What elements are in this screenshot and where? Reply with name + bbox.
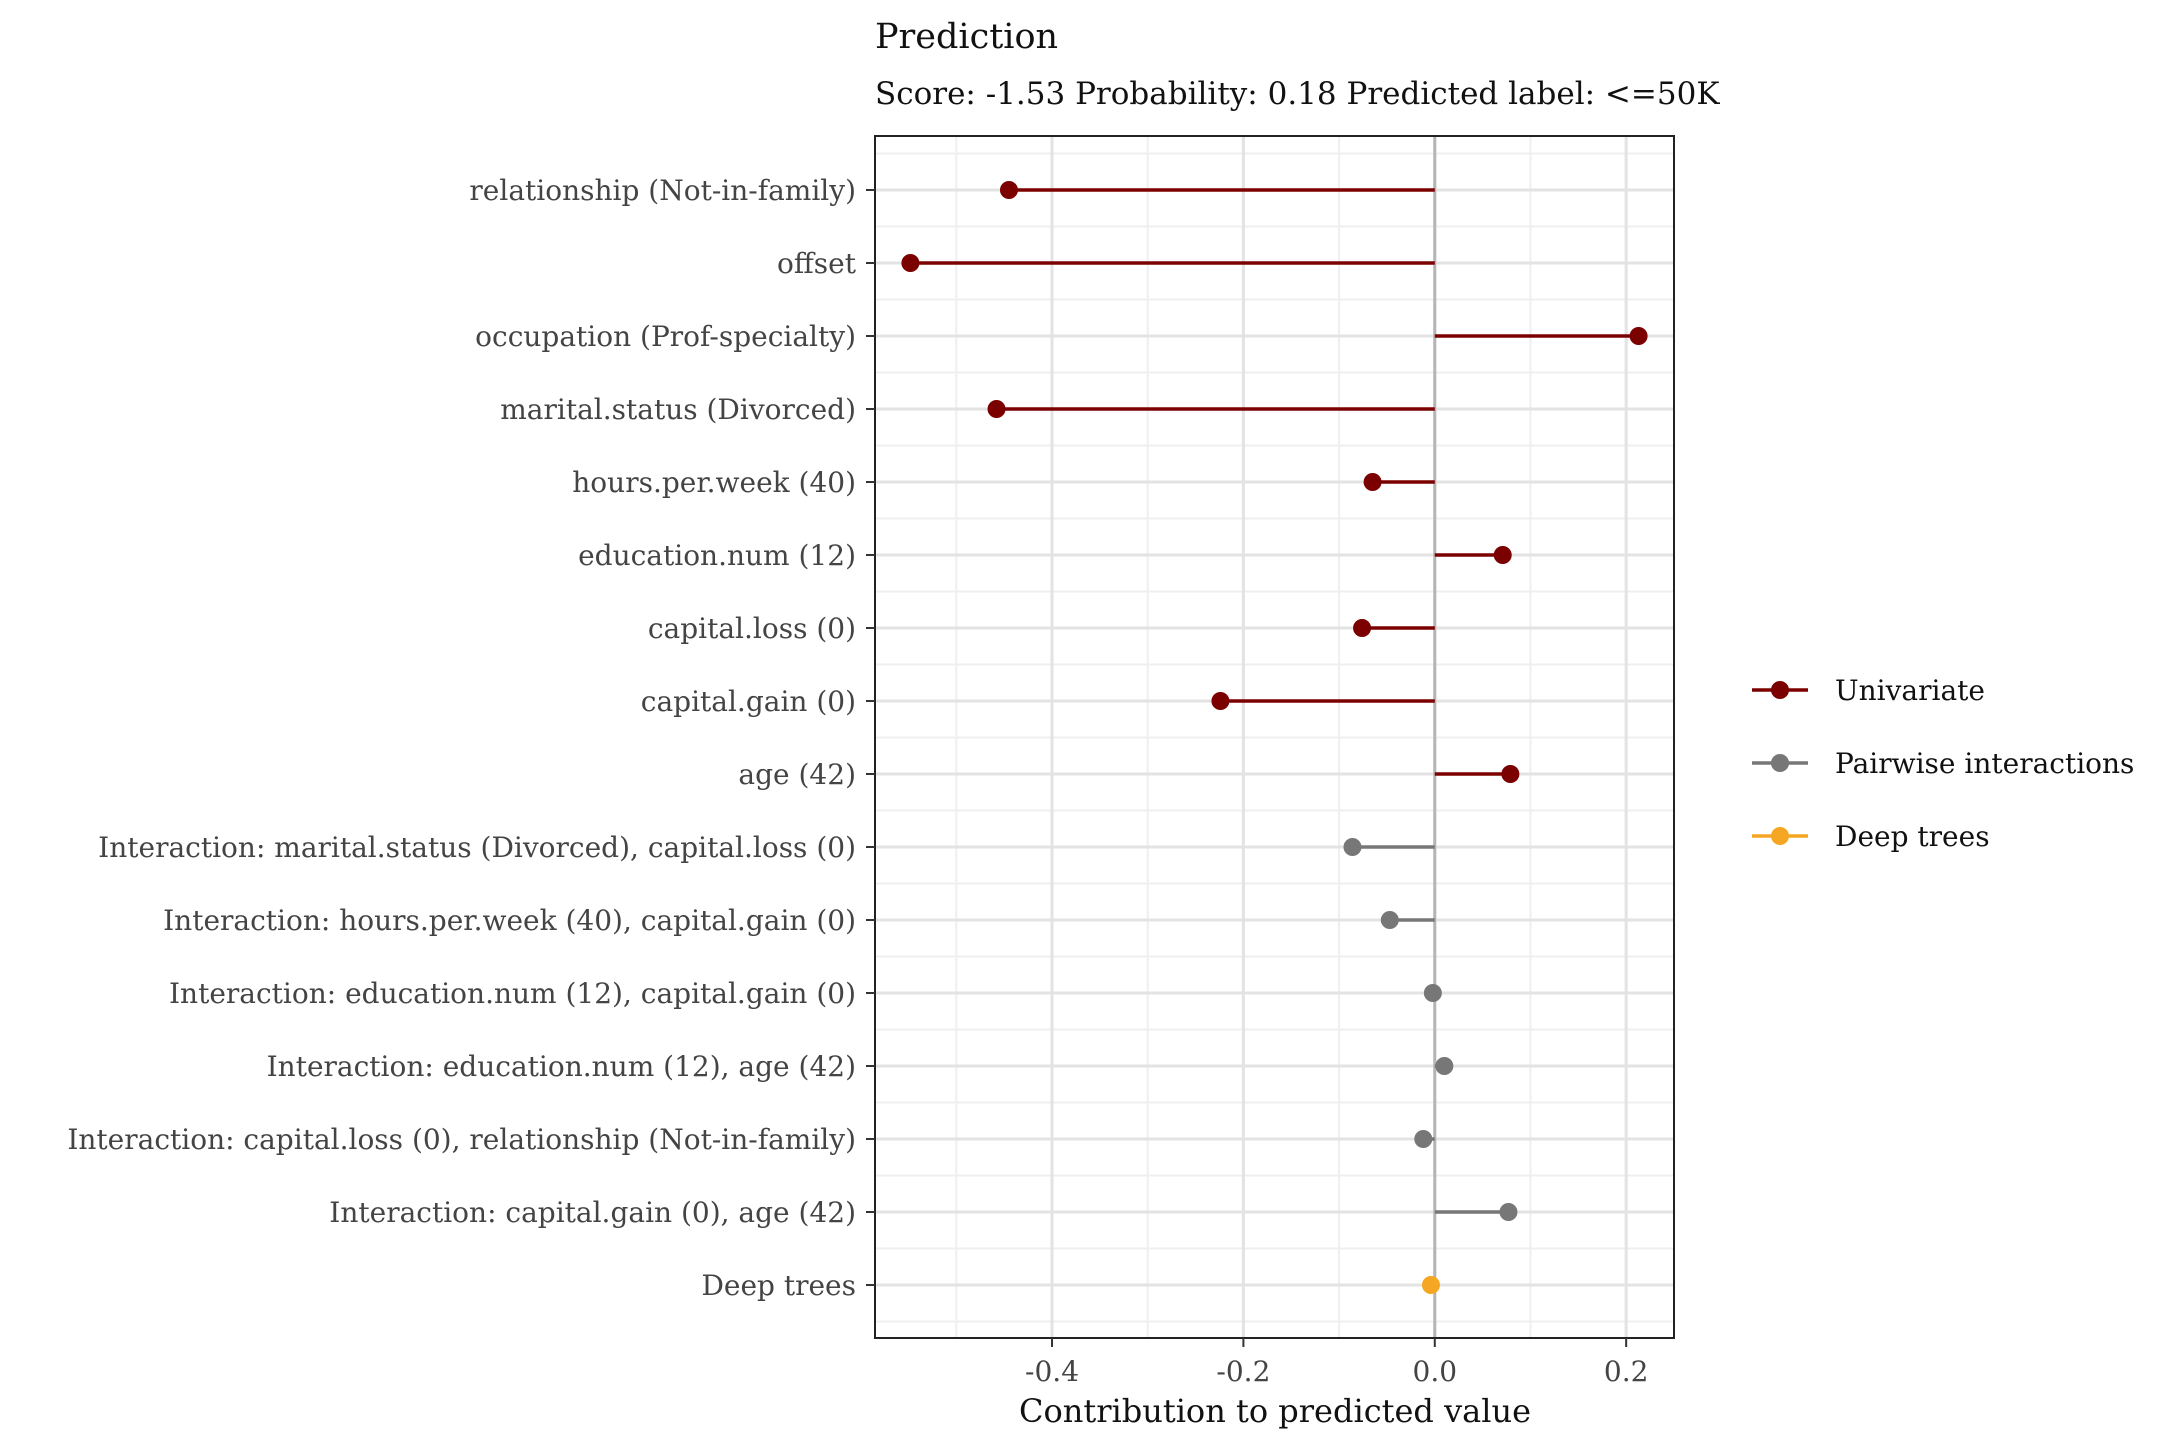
legend-label: Pairwise interactions <box>1835 747 2134 780</box>
lollipop-point <box>1421 1276 1440 1294</box>
lollipop-point <box>999 181 1018 199</box>
y-tick-label: education.num (12) <box>578 539 856 572</box>
lollipop-point <box>1380 911 1399 929</box>
y-tick-label: Interaction: marital.status (Divorced), … <box>98 831 856 864</box>
lollipop-point <box>1629 327 1648 345</box>
y-tick-label: capital.gain (0) <box>641 685 856 718</box>
lollipop-point <box>1343 838 1362 856</box>
y-tick-label: capital.loss (0) <box>648 612 856 645</box>
y-tick-label: occupation (Prof-specialty) <box>475 320 856 353</box>
y-tick-label: relationship (Not-in-family) <box>469 174 856 207</box>
y-tick-label: offset <box>777 247 857 280</box>
x-tick-label: -0.4 <box>1025 1355 1079 1388</box>
lollipop-point <box>1501 765 1520 783</box>
lollipop-point <box>1499 1203 1518 1221</box>
y-tick-label: Interaction: capital.loss (0), relations… <box>67 1123 856 1156</box>
legend-label: Univariate <box>1835 674 1985 707</box>
legend-label: Deep trees <box>1835 820 1990 853</box>
legend: Univariate Pairwise interactions Deep tree… <box>1752 674 2134 853</box>
y-tick-label: age (42) <box>738 758 856 791</box>
lollipop-point <box>987 400 1006 418</box>
x-axis-label: Contribution to predicted value <box>1019 1392 1531 1430</box>
lollipop-point <box>1414 1130 1433 1148</box>
y-tick-label: Deep trees <box>701 1269 856 1302</box>
lollipop-point <box>1363 473 1382 491</box>
y-tick-label: Interaction: education.num (12), capital… <box>169 977 856 1010</box>
legend-key-point <box>1771 681 1789 699</box>
legend-key-point <box>1771 754 1789 772</box>
y-tick-label: Interaction: hours.per.week (40), capita… <box>163 904 856 937</box>
lollipop-point <box>1423 984 1442 1002</box>
x-tick-label: -0.2 <box>1216 1355 1270 1388</box>
lollipop-point <box>1493 546 1512 564</box>
chart-title: Prediction <box>875 17 1058 57</box>
legend-key-point <box>1771 827 1789 845</box>
y-tick-label: hours.per.week (40) <box>572 466 856 499</box>
lollipop-point <box>901 254 920 272</box>
y-tick-label: marital.status (Divorced) <box>500 393 856 426</box>
y-tick-label: Interaction: education.num (12), age (42… <box>267 1050 856 1083</box>
x-tick-label: 0.0 <box>1413 1355 1458 1388</box>
lollipop-point <box>1435 1057 1454 1075</box>
lollipop-point <box>1353 619 1372 637</box>
plot-area: relationship (Not-in-family) offset occupa… <box>67 135 1675 1388</box>
panel-border <box>874 135 1675 1339</box>
lollipop-point <box>1211 692 1230 710</box>
x-tick-label: 0.2 <box>1604 1355 1649 1388</box>
chart-subtitle: Score: -1.53 Probability: 0.18 Predicted… <box>875 76 1720 112</box>
y-tick-label: Interaction: capital.gain (0), age (42) <box>329 1196 856 1229</box>
